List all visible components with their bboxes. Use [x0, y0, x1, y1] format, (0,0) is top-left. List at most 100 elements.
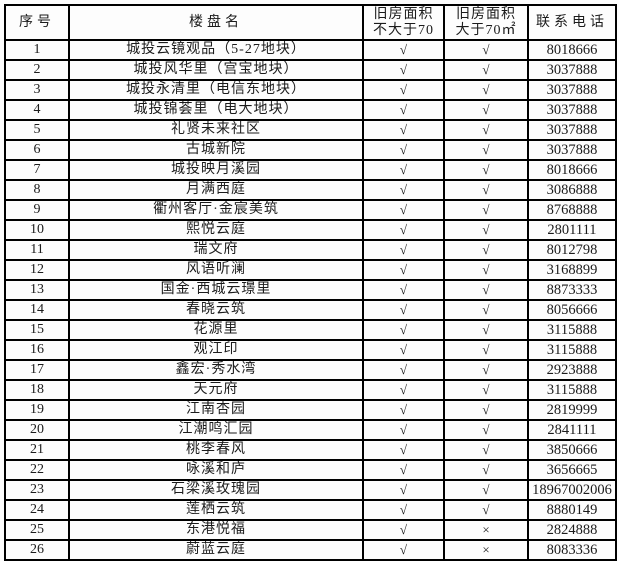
- cell-seq: 6: [4, 139, 70, 161]
- cell-area-gt70-mark: √: [443, 299, 529, 321]
- col-header-area-gt70-line1: 旧房面积: [456, 6, 516, 22]
- table-row: 2 城投风华里（宫宝地块） √ √ 3037888: [4, 59, 617, 81]
- cell-project-name: 城投锦荟里（电大地块）: [68, 99, 364, 121]
- cell-seq: 19: [4, 399, 70, 421]
- cell-seq: 22: [4, 459, 70, 481]
- table-row: 26 蔚蓝云庭 √ × 8083336: [4, 539, 617, 561]
- cell-area-le70-mark: √: [362, 399, 445, 421]
- cell-project-name: 古城新院: [68, 139, 364, 161]
- cell-area-le70-mark: √: [362, 119, 445, 141]
- header-row: 序号 楼盘名 旧房面积 不大于70 旧房面积 大于70㎡ 联系电话: [4, 4, 617, 41]
- col-header-area-le70-line2: 不大于70: [373, 22, 434, 38]
- cell-phone: 3168899: [527, 259, 617, 281]
- cell-phone: 2819999: [527, 399, 617, 421]
- cell-project-name: 莲栖云筑: [68, 499, 364, 521]
- table-row: 11 瑞文府 √ √ 8012798: [4, 239, 617, 261]
- cell-area-le70-mark: √: [362, 379, 445, 401]
- cell-area-gt70-mark: √: [443, 99, 529, 121]
- table-row: 7 城投映月溪园 √ √ 8018666: [4, 159, 617, 181]
- cell-project-name: 城投云镜观品（5-27地块）: [68, 39, 364, 61]
- cell-phone: 3115888: [527, 319, 617, 341]
- cell-seq: 4: [4, 99, 70, 121]
- cell-area-le70-mark: √: [362, 159, 445, 181]
- table-body: 1 城投云镜观品（5-27地块） √ √ 8018666 2 城投风华里（宫宝地块） √ √ 30…: [4, 39, 617, 561]
- cell-project-name: 瑞文府: [68, 239, 364, 261]
- cell-area-gt70-mark: √: [443, 219, 529, 241]
- cell-phone: 3037888: [527, 99, 617, 121]
- table-row: 5 礼贤未来社区 √ √ 3037888: [4, 119, 617, 141]
- table-row: 16 观江印 √ √ 3115888: [4, 339, 617, 361]
- col-header-area-le70: 旧房面积 不大于70: [362, 4, 445, 41]
- cell-phone: 8880149: [527, 499, 617, 521]
- cell-seq: 7: [4, 159, 70, 181]
- cell-phone: 2841111: [527, 419, 617, 441]
- col-header-seq: 序号: [4, 4, 70, 41]
- cell-area-gt70-mark: √: [443, 399, 529, 421]
- cell-project-name: 城投永清里（电信东地块）: [68, 79, 364, 101]
- table-row: 21 桃李春风 √ √ 3850666: [4, 439, 617, 461]
- cell-project-name: 城投映月溪园: [68, 159, 364, 181]
- cell-area-le70-mark: √: [362, 219, 445, 241]
- cell-seq: 5: [4, 119, 70, 141]
- cell-area-gt70-mark: √: [443, 139, 529, 161]
- cell-phone: 8873333: [527, 279, 617, 301]
- cell-seq: 17: [4, 359, 70, 381]
- cell-project-name: 花源里: [68, 319, 364, 341]
- col-header-area-gt70-line2: 大于70㎡: [455, 22, 517, 38]
- cell-seq: 16: [4, 339, 70, 361]
- cell-area-gt70-mark: √: [443, 339, 529, 361]
- table-row: 17 鑫宏·秀水湾 √ √ 2923888: [4, 359, 617, 381]
- cell-area-gt70-mark: √: [443, 379, 529, 401]
- cell-phone: 3086888: [527, 179, 617, 201]
- cell-project-name: 熙悦云庭: [68, 219, 364, 241]
- table-row: 3 城投永清里（电信东地块） √ √ 3037888: [4, 79, 617, 101]
- cell-phone: 8056666: [527, 299, 617, 321]
- table-row: 20 江潮鸣汇园 √ √ 2841111: [4, 419, 617, 441]
- table-row: 15 花源里 √ √ 3115888: [4, 319, 617, 341]
- cell-area-gt70-mark: √: [443, 119, 529, 141]
- cell-seq: 13: [4, 279, 70, 301]
- cell-area-le70-mark: √: [362, 239, 445, 261]
- cell-seq: 20: [4, 419, 70, 441]
- cell-seq: 25: [4, 519, 70, 541]
- cell-area-le70-mark: √: [362, 299, 445, 321]
- col-header-name: 楼盘名: [68, 4, 364, 41]
- cell-project-name: 城投风华里（宫宝地块）: [68, 59, 364, 81]
- cell-area-le70-mark: √: [362, 39, 445, 61]
- cell-project-name: 天元府: [68, 379, 364, 401]
- cell-area-le70-mark: √: [362, 459, 445, 481]
- cell-project-name: 石梁溪玫瑰园: [68, 479, 364, 501]
- table-row: 12 风语听澜 √ √ 3168899: [4, 259, 617, 281]
- table-row: 14 春晓云筑 √ √ 8056666: [4, 299, 617, 321]
- cell-phone: 3115888: [527, 379, 617, 401]
- cell-project-name: 国金·西城云璟里: [68, 279, 364, 301]
- cell-seq: 15: [4, 319, 70, 341]
- table-row: 24 莲栖云筑 √ √ 8880149: [4, 499, 617, 521]
- cell-area-le70-mark: √: [362, 439, 445, 461]
- cell-area-le70-mark: √: [362, 99, 445, 121]
- cell-project-name: 观江印: [68, 339, 364, 361]
- cell-area-le70-mark: √: [362, 519, 445, 541]
- cell-area-le70-mark: √: [362, 139, 445, 161]
- col-header-phone: 联系电话: [527, 4, 617, 41]
- cell-area-le70-mark: √: [362, 179, 445, 201]
- table-row: 1 城投云镜观品（5-27地块） √ √ 8018666: [4, 39, 617, 61]
- cell-phone: 8768888: [527, 199, 617, 221]
- cell-area-le70-mark: √: [362, 279, 445, 301]
- cell-project-name: 桃李春风: [68, 439, 364, 461]
- cell-area-gt70-mark: √: [443, 279, 529, 301]
- cell-project-name: 月满西庭: [68, 179, 364, 201]
- col-header-area-gt70: 旧房面积 大于70㎡: [443, 4, 529, 41]
- table-row: 9 衢州客厅·金宸美筑 √ √ 8768888: [4, 199, 617, 221]
- cell-seq: 11: [4, 239, 70, 261]
- cell-seq: 10: [4, 219, 70, 241]
- table-row: 6 古城新院 √ √ 3037888: [4, 139, 617, 161]
- cell-phone: 2923888: [527, 359, 617, 381]
- cell-area-gt70-mark: √: [443, 239, 529, 261]
- cell-area-gt70-mark: √: [443, 419, 529, 441]
- cell-seq: 9: [4, 199, 70, 221]
- cell-area-gt70-mark: √: [443, 479, 529, 501]
- cell-seq: 3: [4, 79, 70, 101]
- cell-area-gt70-mark: ×: [443, 519, 529, 541]
- cell-phone: 8012798: [527, 239, 617, 261]
